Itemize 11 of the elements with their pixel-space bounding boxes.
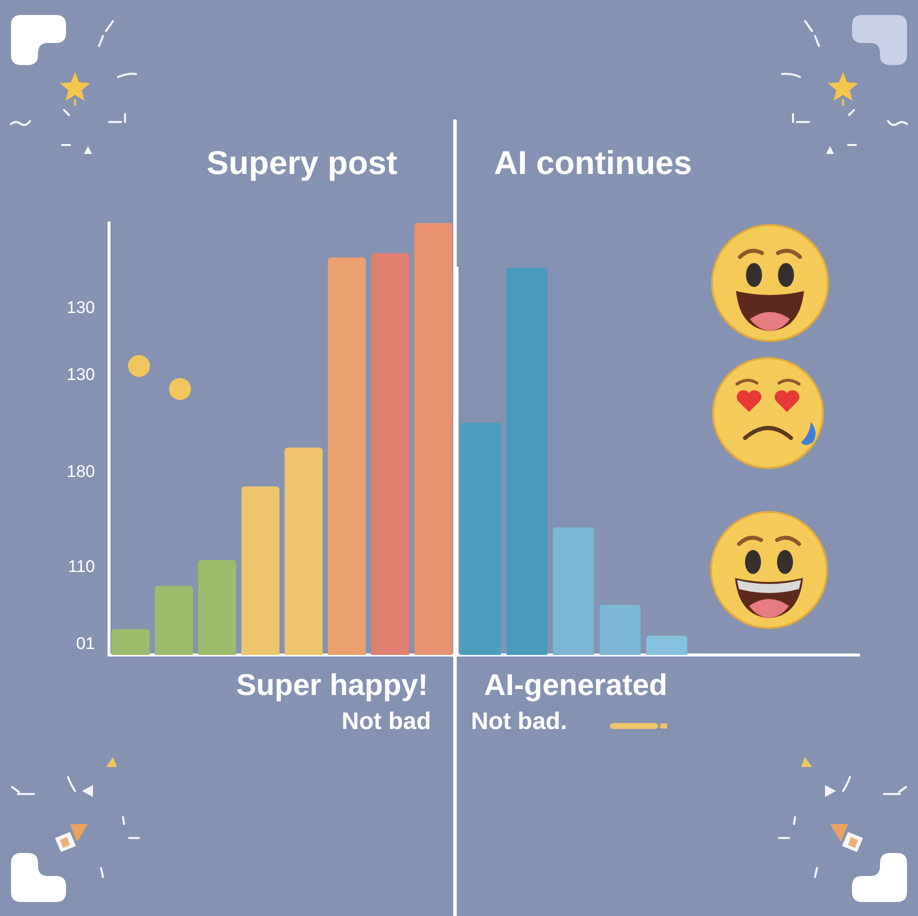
text: 180	[66, 462, 95, 481]
text: 01	[76, 634, 95, 653]
text: Not bad	[342, 708, 431, 735]
text: 110	[68, 557, 95, 576]
x-axis-title: Super happy!	[236, 669, 428, 702]
chart-title: Supery post	[206, 144, 398, 181]
chart-title: AI continues	[494, 144, 692, 181]
text: 130	[66, 365, 95, 384]
x-axis-title: AI-generated	[484, 669, 668, 702]
text: Not bad.	[471, 708, 567, 735]
text: 130	[66, 298, 95, 317]
